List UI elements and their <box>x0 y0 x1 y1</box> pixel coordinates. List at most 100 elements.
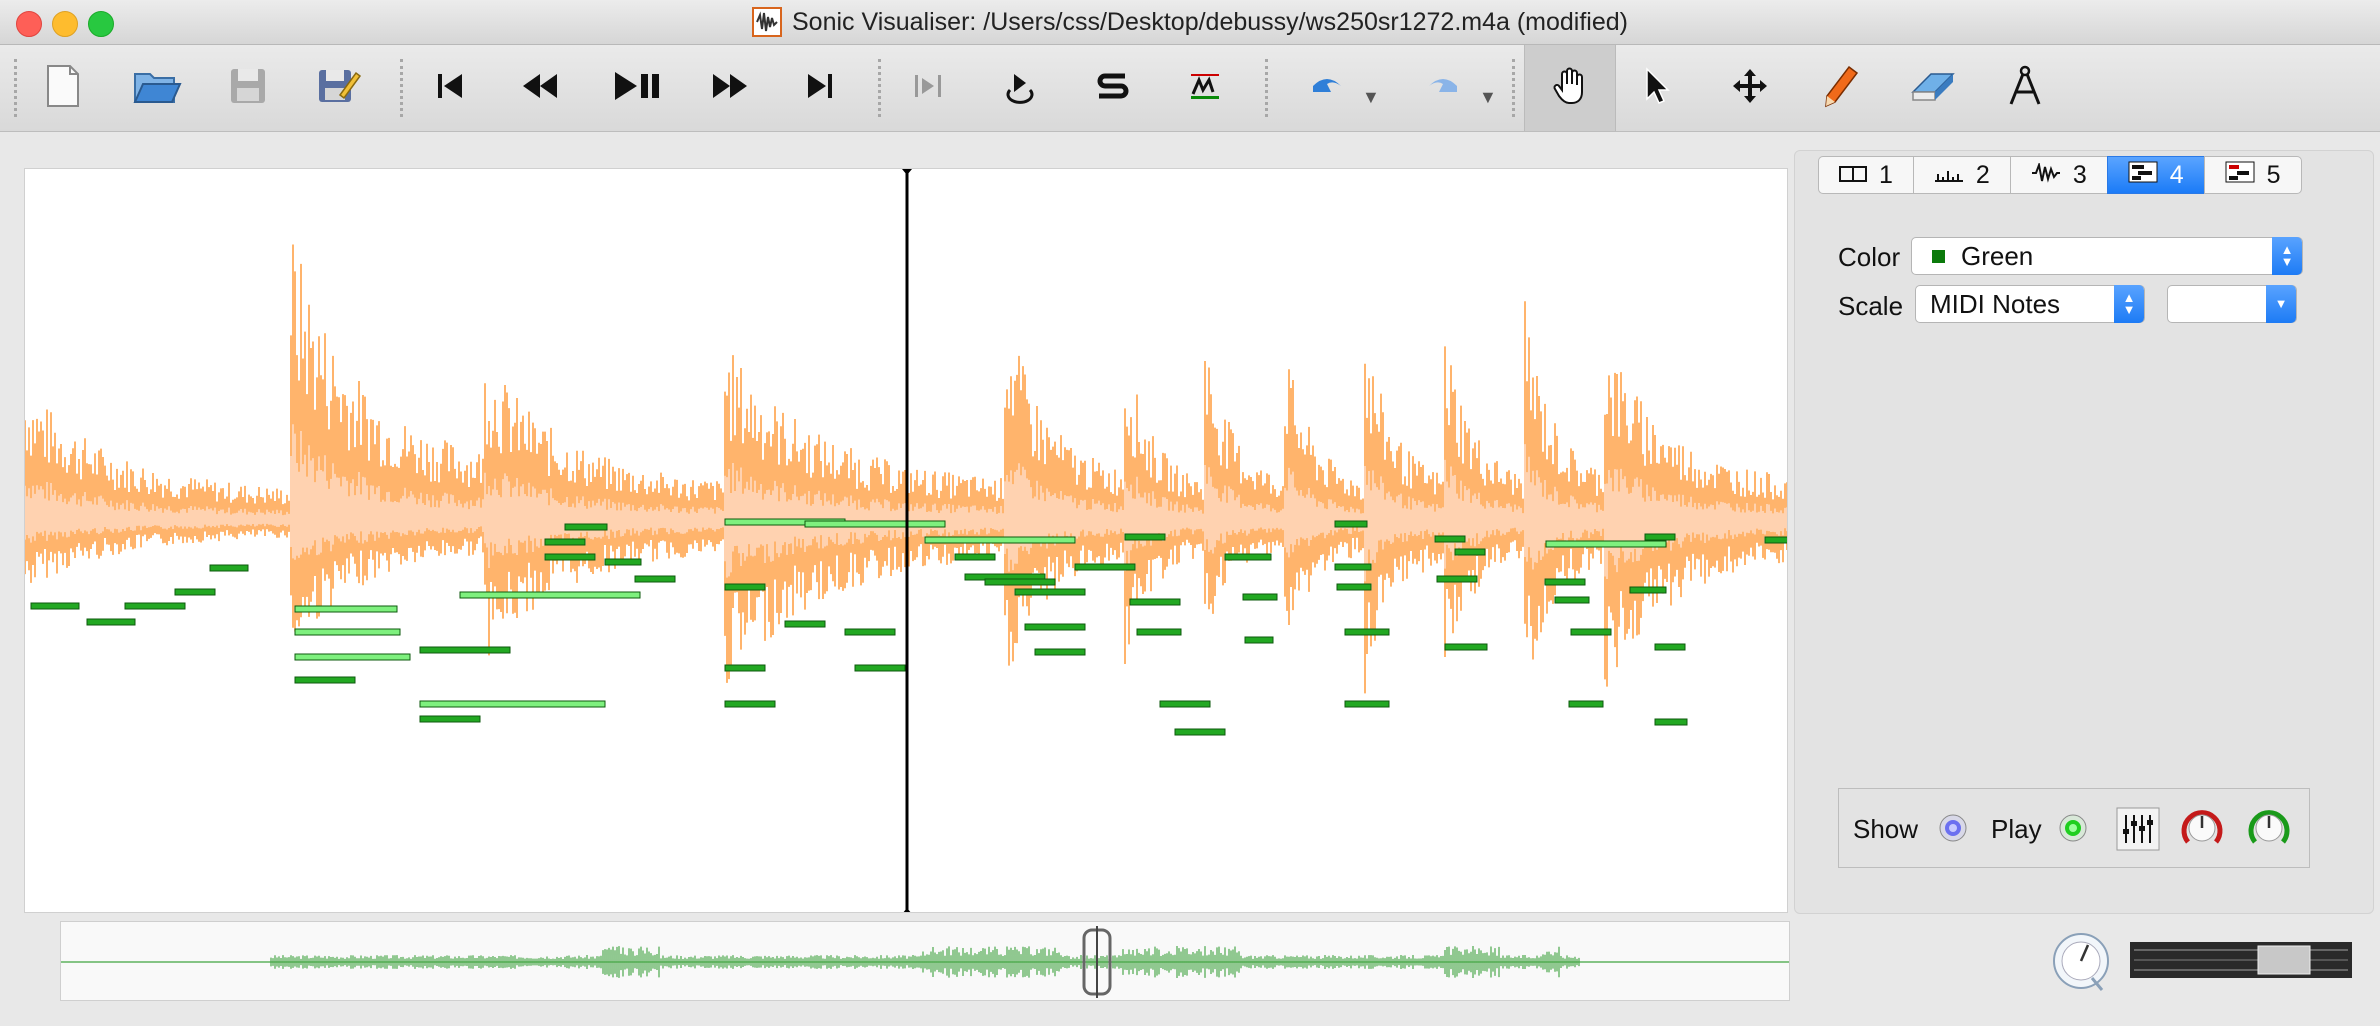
note-layer[interactable] <box>30 518 1788 736</box>
playback-speed-slider[interactable] <box>2130 942 2352 983</box>
tab-notes-4[interactable]: 4 <box>2106 156 2204 194</box>
measure-tool-button[interactable] <box>1980 45 2070 131</box>
note[interactable] <box>854 664 906 672</box>
close-window-button[interactable] <box>16 11 42 37</box>
tab-notes-5[interactable]: 5 <box>2203 156 2302 194</box>
note[interactable] <box>1544 578 1586 586</box>
save-as-button[interactable] <box>294 45 384 131</box>
open-button[interactable] <box>112 45 202 131</box>
draw-tool-button[interactable] <box>1796 45 1886 131</box>
note[interactable] <box>544 553 596 561</box>
note[interactable] <box>1136 628 1182 636</box>
tab-ruler-2[interactable]: 2 <box>1912 156 2010 194</box>
note[interactable] <box>459 591 641 599</box>
note[interactable] <box>419 646 511 654</box>
note[interactable] <box>30 602 80 610</box>
note[interactable] <box>1654 643 1686 651</box>
note[interactable] <box>1764 536 1788 544</box>
note[interactable] <box>1174 728 1226 736</box>
save-button[interactable] <box>203 45 293 131</box>
note[interactable] <box>124 602 186 610</box>
note[interactable] <box>604 558 642 566</box>
note[interactable] <box>724 700 776 708</box>
undo-history-arrow[interactable]: ▼ <box>1362 87 1380 107</box>
tab-waveform-3[interactable]: 3 <box>2009 156 2107 194</box>
undo-button[interactable] <box>1282 45 1372 131</box>
note[interactable] <box>1334 563 1372 571</box>
note[interactable] <box>294 628 401 636</box>
note[interactable] <box>1014 588 1086 596</box>
fast-forward-button[interactable] <box>685 45 775 131</box>
overview-pane[interactable] <box>60 921 1790 1001</box>
master-volume-knob[interactable] <box>2050 930 2112 997</box>
note[interactable] <box>1568 700 1604 708</box>
note[interactable] <box>1570 628 1612 636</box>
note[interactable] <box>544 538 586 546</box>
note[interactable] <box>804 520 946 528</box>
note[interactable] <box>1074 563 1136 571</box>
align-button[interactable] <box>1160 45 1250 131</box>
maximize-window-button[interactable] <box>88 11 114 37</box>
constrain-playback-button[interactable] <box>883 45 973 131</box>
note[interactable] <box>1644 533 1676 541</box>
note[interactable] <box>564 523 608 531</box>
note[interactable] <box>1159 700 1211 708</box>
scale-extra-select[interactable]: ▼ <box>2167 285 2297 323</box>
note[interactable] <box>784 620 826 628</box>
solo-button[interactable] <box>1068 45 1158 131</box>
play-toggle[interactable] <box>2058 813 2088 848</box>
note[interactable] <box>1034 648 1086 656</box>
note[interactable] <box>724 664 766 672</box>
rewind-button[interactable] <box>495 45 585 131</box>
note[interactable] <box>1434 535 1466 543</box>
scale-select[interactable]: MIDI Notes ▲ ▼ <box>1915 285 2145 323</box>
note[interactable] <box>1024 623 1086 631</box>
ffwd-end-button[interactable] <box>775 45 865 131</box>
note[interactable] <box>1242 593 1278 601</box>
tab-pane-1[interactable]: 1 <box>1818 156 1913 194</box>
note[interactable] <box>419 700 606 708</box>
note[interactable] <box>1344 700 1390 708</box>
gain-knob[interactable] <box>2178 804 2226 857</box>
note[interactable] <box>294 653 411 661</box>
note[interactable] <box>954 553 996 561</box>
note[interactable] <box>1629 586 1667 594</box>
note[interactable] <box>174 588 216 596</box>
navigate-tool-button[interactable] <box>1524 45 1616 131</box>
edit-tool-button[interactable] <box>1705 45 1795 131</box>
note[interactable] <box>294 676 356 684</box>
play-pause-button[interactable] <box>592 45 682 131</box>
select-tool-button[interactable] <box>1612 45 1702 131</box>
redo-button[interactable] <box>1398 45 1488 131</box>
note[interactable] <box>984 578 1056 586</box>
note[interactable] <box>1244 636 1274 644</box>
note[interactable] <box>844 628 896 636</box>
rewind-start-button[interactable] <box>405 45 495 131</box>
main-pane[interactable] <box>24 168 1788 913</box>
note[interactable] <box>1444 643 1488 651</box>
note[interactable] <box>294 605 398 613</box>
note[interactable] <box>1436 575 1478 583</box>
note[interactable] <box>1554 596 1590 604</box>
erase-tool-button[interactable] <box>1888 45 1978 131</box>
show-toggle[interactable] <box>1938 813 1968 848</box>
pan-knob[interactable] <box>2245 804 2293 857</box>
loop-playback-button[interactable] <box>975 45 1065 131</box>
note[interactable] <box>1334 520 1368 528</box>
note[interactable] <box>1129 598 1181 606</box>
note[interactable] <box>634 575 676 583</box>
note[interactable] <box>1224 553 1272 561</box>
note[interactable] <box>1336 583 1372 591</box>
redo-history-arrow[interactable]: ▼ <box>1479 87 1497 107</box>
note[interactable] <box>1124 533 1166 541</box>
note[interactable] <box>1344 628 1390 636</box>
note[interactable] <box>1454 548 1486 556</box>
note[interactable] <box>419 715 481 723</box>
waveform-layer[interactable] <box>25 169 1788 913</box>
color-select[interactable]: Green ▲ ▼ <box>1911 237 2303 275</box>
note[interactable] <box>86 618 136 626</box>
note[interactable] <box>724 583 766 591</box>
new-session-button[interactable] <box>18 45 108 131</box>
minimize-window-button[interactable] <box>52 11 78 37</box>
note[interactable] <box>209 564 249 572</box>
